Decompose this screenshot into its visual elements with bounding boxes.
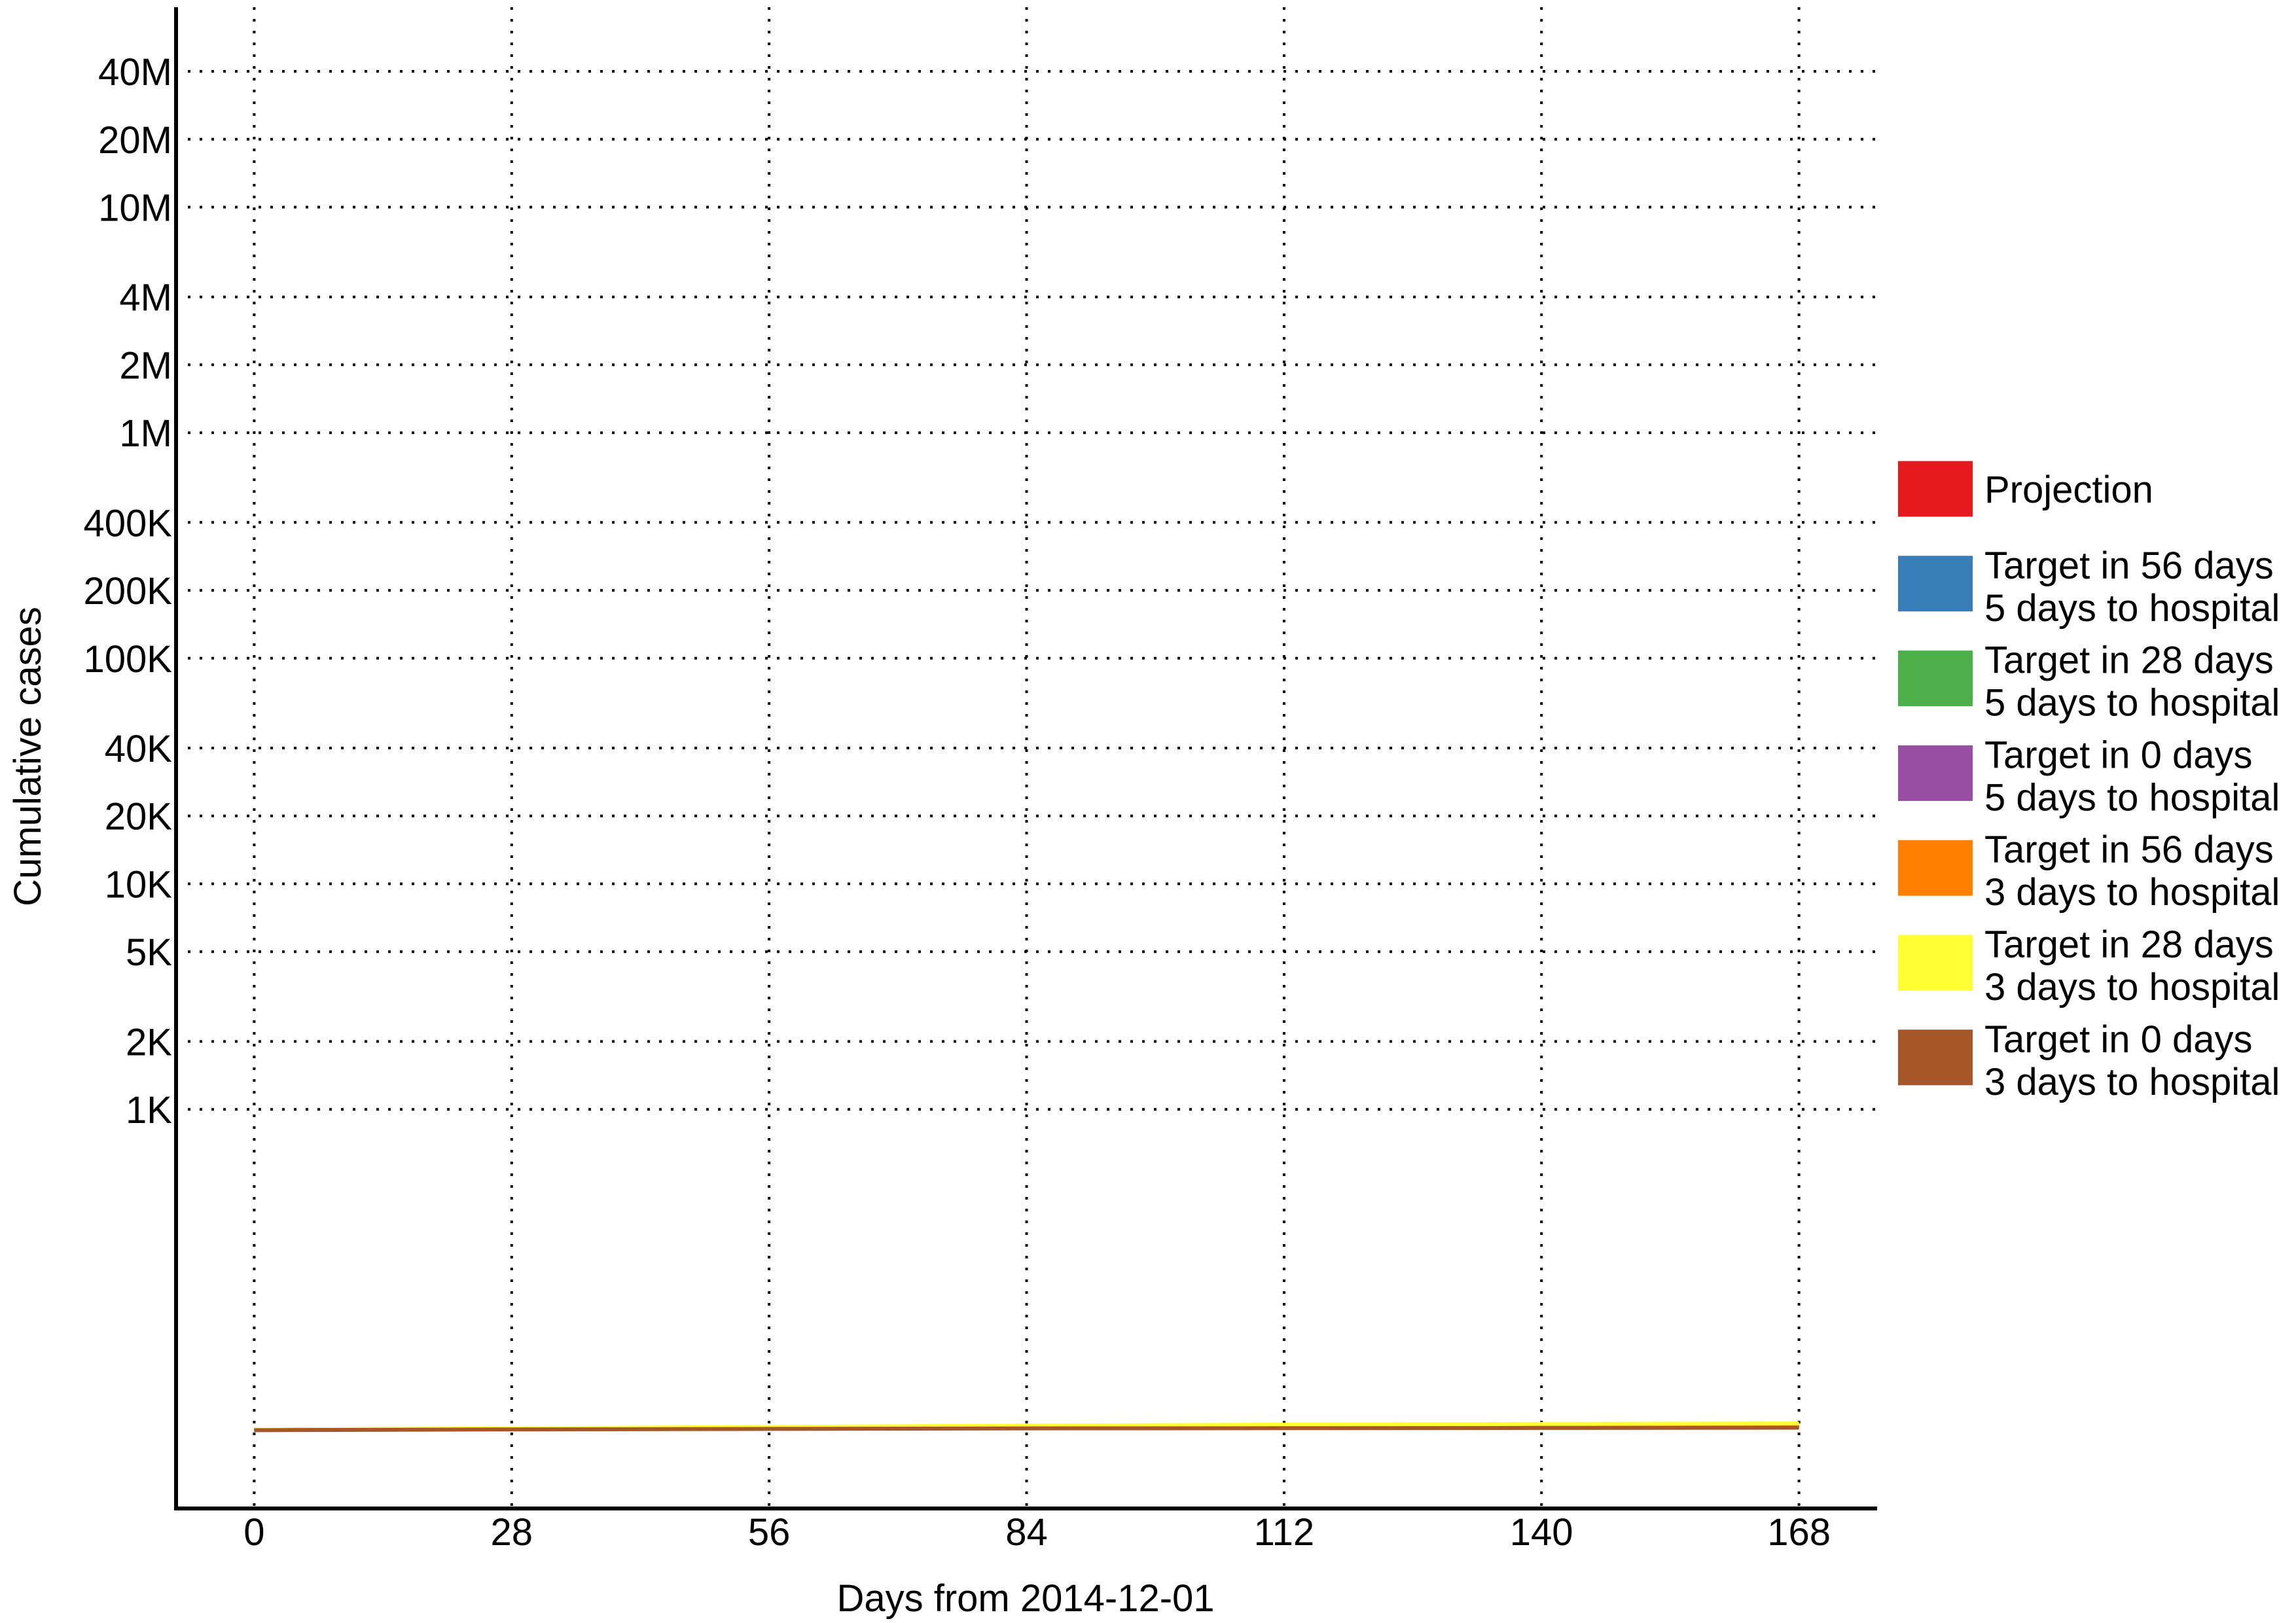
x-tick-label: 84 <box>1005 1511 1048 1554</box>
legend-swatch <box>1898 745 1973 801</box>
legend-swatch <box>1898 1029 1973 1086</box>
series-lines <box>254 1421 1799 1433</box>
x-tick-label: 0 <box>243 1511 264 1554</box>
y-tick-label: 10K <box>105 864 173 906</box>
legend-item-projection: Projection <box>1898 461 2153 517</box>
legend-label: Target in 56 days <box>1984 544 2274 587</box>
legend-swatch <box>1898 461 1973 517</box>
y-tick-label: 200K <box>84 570 173 613</box>
legend-label: 5 days to hospital <box>1984 587 2280 630</box>
x-tick-labels: 0 28 56 84 112 140 168 <box>243 1511 1831 1554</box>
legend-swatch <box>1898 840 1973 896</box>
y-tick-label: 2M <box>119 344 172 387</box>
legend-label: 3 days to hospital <box>1984 1061 2280 1103</box>
y-tick-label: 4M <box>119 277 172 319</box>
x-tick-label: 112 <box>1254 1511 1314 1554</box>
y-tick-labels: 1K 2K 5K 10K 20K 40K 100K 200K 400K 1M 2M 4M 10M 20M 4… <box>84 51 173 1132</box>
axes <box>174 7 1877 1510</box>
y-tick-label: 10M <box>98 187 172 230</box>
legend-label: Target in 0 days <box>1984 734 2252 776</box>
legend-label: Target in 28 days <box>1984 639 2274 682</box>
y-tick-label: 40K <box>105 728 173 770</box>
x-tick-label: 168 <box>1767 1511 1831 1554</box>
x-tick-label: 140 <box>1510 1511 1573 1554</box>
x-tick-label: 56 <box>748 1511 791 1554</box>
y-tick-label: 5K <box>126 931 172 974</box>
x-tick-label: 28 <box>491 1511 533 1554</box>
legend-label: 5 days to hospital <box>1984 682 2280 724</box>
legend-label: 5 days to hospital <box>1984 776 2280 819</box>
y-tick-label: 40M <box>98 51 172 94</box>
grid-lines <box>188 7 1877 1508</box>
y-tick-label: 100K <box>84 638 173 681</box>
legend-swatch <box>1898 935 1973 991</box>
y-tick-label: 1M <box>119 412 172 455</box>
legend-swatch <box>1898 651 1973 707</box>
y-tick-label: 2K <box>126 1021 172 1063</box>
legend-label: Target in 28 days <box>1984 923 2274 966</box>
legend-label: Target in 0 days <box>1984 1018 2252 1061</box>
y-tick-label: 400K <box>84 502 173 544</box>
y-tick-label: 20M <box>98 119 172 162</box>
y-axis-title: Cumulative cases <box>7 607 49 906</box>
series-line-target-in-0-days-3-days-to-hospital <box>254 1425 1799 1433</box>
legend-label: 3 days to hospital <box>1984 966 2280 1008</box>
y-tick-label: 20K <box>105 796 173 838</box>
legend-label: Target in 56 days <box>1984 829 2274 871</box>
x-axis-title: Days from 2014-12-01 <box>836 1577 1214 1620</box>
y-tick-label: 1K <box>126 1089 172 1132</box>
legend-swatch <box>1898 556 1973 612</box>
legend-label: Projection <box>1984 469 2153 511</box>
legend-label: 3 days to hospital <box>1984 871 2280 914</box>
